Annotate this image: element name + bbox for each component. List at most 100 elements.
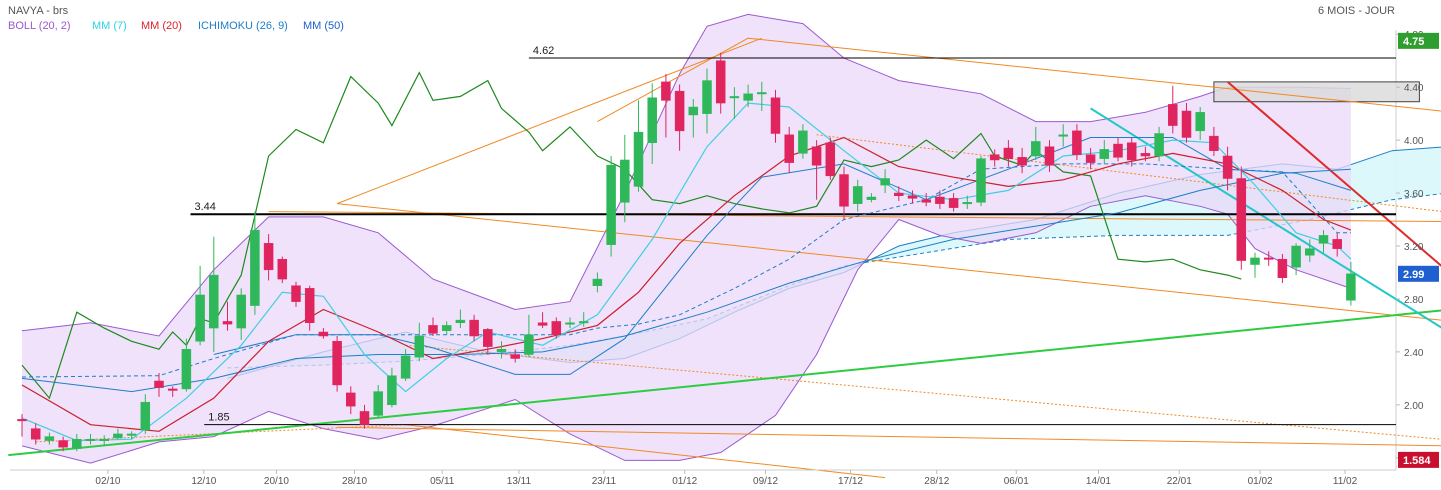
candle-up [1195,112,1205,132]
candle-up [592,278,603,286]
candle-up [195,294,205,342]
candle-up [496,348,507,353]
mm50-line [21,168,1351,393]
candle-down [263,243,274,271]
y-tick-label: 2.00 [1404,401,1424,412]
candle-down [935,196,945,204]
candle-up [113,433,123,439]
candle-down [222,321,233,325]
price-badges: 4.75 2.99 1.584 [1398,32,1439,468]
candle-down [948,198,959,208]
x-tick-label: 22/01 [1167,476,1192,487]
candle-down [839,174,849,207]
bollinger-bands [21,13,1352,464]
candle-down [811,146,822,166]
bollinger-fill [22,14,1351,464]
candle-up [387,375,397,406]
candle-up [85,438,96,441]
x-tick-label: 05/11 [430,476,455,487]
x-tick-label: 01/12 [672,476,697,487]
candle-down [551,321,562,335]
level-label: 3.44 [195,201,216,213]
candle-down [1113,143,1123,158]
candle-down [291,285,301,302]
candle-down [30,428,41,440]
candle-up [1058,134,1068,137]
candle-up [1154,133,1164,157]
candle-up [414,335,425,358]
candle-down [770,97,781,134]
candle-up [209,274,219,329]
candle-down [1003,147,1014,159]
y-tick-label: 4.00 [1404,136,1424,147]
candle-down [483,329,493,347]
chart-header: NAVYA - brs 6 MOIS - JOUR [8,5,1395,17]
candle-down [1222,155,1233,179]
candlesticks [17,52,1356,452]
x-axis: 02/10 12/10 20/10 28/10 05/11 13/11 23/11 01/12… [10,469,1396,487]
x-tick-label: 17/12 [838,476,863,487]
candle-up [620,159,630,203]
price-badge [1398,32,1439,49]
candle-up [798,130,808,154]
level-label: 1.85 [208,412,229,424]
horizontal-levels: 4.62 3.44 1.85 [190,45,1396,426]
candle-up [578,321,589,324]
y-tick-label: 3.60 [1404,189,1424,200]
candle-up [126,433,137,436]
candle-up [1031,141,1041,157]
candle-down [332,341,342,386]
candle-down [1277,258,1288,279]
candle-down [428,325,438,334]
candle-down [1017,157,1027,166]
candle-down [1044,146,1055,166]
ticker-label: NAVYA - brs [8,5,69,17]
candle-down [17,419,27,422]
candle-down [167,388,178,391]
candle-up [441,325,452,331]
candle-down [58,440,68,448]
x-tick-label: 01/02 [1248,476,1273,487]
candle-up [866,196,877,200]
x-tick-label: 23/11 [592,476,617,487]
legend-item: ICHIMOKU (26, 9) [198,20,288,32]
legend-item: BOLL (20, 2) [8,20,71,32]
candle-down [1126,142,1137,161]
candle-up [400,355,411,379]
channel-bottom-line [337,426,1441,447]
candle-down [1332,239,1342,249]
resistance-zone [1213,81,1420,103]
candle-up [1291,245,1301,268]
support-trendline [8,309,1441,457]
channel-left-line [336,37,762,205]
legend-item: MM (50) [303,20,344,32]
candle-down [921,199,931,203]
x-tick-label: 28/12 [924,476,949,487]
candle-up [72,438,82,449]
x-tick-label: 11/02 [1333,476,1358,487]
x-tick-label: 14/01 [1086,476,1111,487]
candle-up [373,391,383,416]
candle-down [894,192,904,196]
trend-lines [8,37,1441,479]
candle-up [743,93,753,101]
candle-down [907,195,918,199]
candle-down [304,288,315,324]
y-tick-label: 2.40 [1404,348,1424,359]
period-label[interactable]: 6 MOIS - JOUR [1318,5,1395,17]
red-downtrend-line [1226,81,1441,267]
x-tick-label: 13/11 [507,476,532,487]
candle-up [729,96,740,99]
price-badge [1398,265,1439,282]
candle-up [524,334,534,355]
candle-down [825,142,836,177]
channel-dotted-lower [405,344,1441,440]
x-tick-label: 06/01 [1004,476,1029,487]
price-badge [1398,451,1439,468]
candle-down [1168,104,1178,126]
candle-up [1318,235,1329,244]
candle-down [1085,154,1096,163]
candle-up [647,97,657,144]
y-tick-label: 2.80 [1404,295,1424,306]
